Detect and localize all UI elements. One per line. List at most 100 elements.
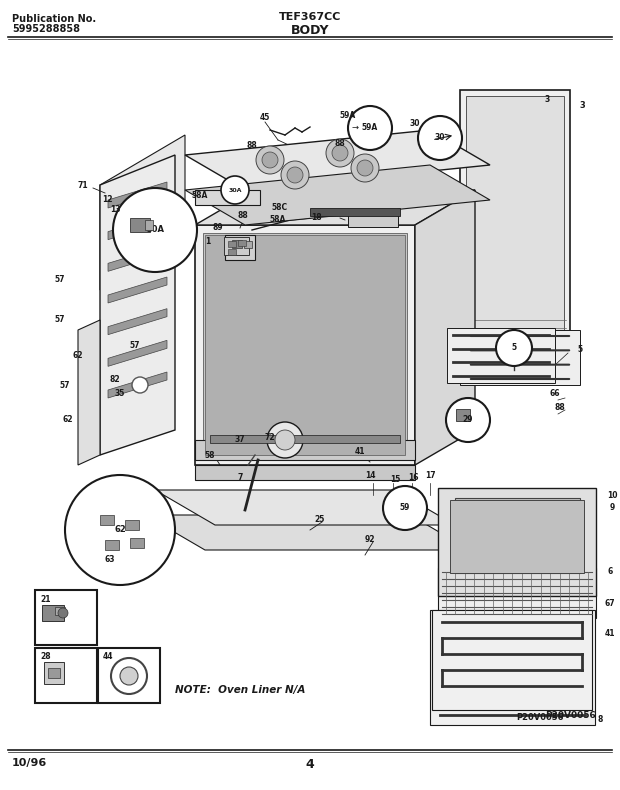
Polygon shape — [108, 372, 167, 398]
Text: 71: 71 — [78, 180, 88, 190]
FancyBboxPatch shape — [506, 342, 522, 354]
Polygon shape — [100, 135, 185, 290]
Text: 12: 12 — [102, 195, 112, 205]
Polygon shape — [145, 515, 470, 550]
FancyBboxPatch shape — [42, 605, 64, 621]
FancyBboxPatch shape — [455, 498, 580, 573]
Text: 62: 62 — [114, 525, 126, 535]
Circle shape — [496, 330, 532, 366]
FancyBboxPatch shape — [125, 520, 139, 530]
Text: 8: 8 — [597, 716, 603, 724]
FancyBboxPatch shape — [35, 590, 97, 645]
FancyBboxPatch shape — [460, 90, 570, 360]
Polygon shape — [108, 246, 167, 271]
FancyBboxPatch shape — [244, 241, 252, 248]
FancyBboxPatch shape — [466, 96, 564, 354]
Text: BODY: BODY — [291, 24, 329, 37]
Circle shape — [498, 332, 530, 364]
Text: 30A: 30A — [228, 187, 242, 193]
Polygon shape — [108, 182, 167, 208]
Circle shape — [120, 667, 138, 685]
Circle shape — [275, 430, 295, 450]
Text: 88: 88 — [247, 141, 257, 149]
FancyBboxPatch shape — [100, 515, 114, 525]
Text: 44: 44 — [103, 652, 113, 661]
Text: 58: 58 — [205, 450, 215, 460]
FancyBboxPatch shape — [228, 241, 236, 247]
Text: 9: 9 — [609, 503, 614, 513]
Text: 62: 62 — [73, 351, 83, 359]
Text: 58A: 58A — [192, 191, 208, 201]
Polygon shape — [195, 440, 415, 460]
Circle shape — [287, 167, 303, 183]
FancyBboxPatch shape — [224, 237, 249, 255]
Text: 58C: 58C — [272, 204, 288, 213]
Text: NOTE:  Oven Liner N/A: NOTE: Oven Liner N/A — [175, 685, 306, 695]
Text: 37: 37 — [235, 435, 246, 445]
Circle shape — [351, 154, 379, 182]
FancyBboxPatch shape — [450, 500, 584, 573]
Polygon shape — [415, 190, 475, 465]
FancyBboxPatch shape — [105, 540, 119, 550]
Text: 3: 3 — [544, 96, 549, 104]
Text: 67: 67 — [604, 600, 615, 608]
Text: 3: 3 — [579, 100, 585, 110]
Circle shape — [65, 475, 175, 585]
Text: 18: 18 — [311, 213, 321, 223]
Text: 62: 62 — [63, 416, 73, 424]
FancyBboxPatch shape — [44, 662, 64, 684]
Circle shape — [58, 608, 68, 618]
Text: 28: 28 — [40, 652, 51, 661]
Circle shape — [383, 486, 427, 530]
FancyBboxPatch shape — [438, 568, 596, 618]
FancyBboxPatch shape — [225, 235, 255, 260]
Circle shape — [418, 116, 462, 160]
Text: Publication No.: Publication No. — [12, 14, 96, 24]
Polygon shape — [108, 213, 167, 239]
FancyBboxPatch shape — [203, 233, 407, 457]
Text: 59A: 59A — [340, 111, 356, 119]
Text: 5: 5 — [577, 345, 583, 355]
Circle shape — [332, 145, 348, 161]
Text: 92: 92 — [365, 536, 375, 544]
Text: 66: 66 — [550, 389, 560, 397]
Polygon shape — [185, 165, 490, 225]
Text: 14: 14 — [365, 472, 375, 480]
Text: 88: 88 — [335, 138, 345, 148]
Text: 1: 1 — [205, 236, 211, 246]
Text: 17: 17 — [425, 471, 435, 480]
Polygon shape — [108, 277, 167, 303]
Text: 30A: 30A — [146, 225, 164, 235]
Polygon shape — [195, 190, 475, 225]
FancyBboxPatch shape — [228, 249, 236, 255]
Text: 16: 16 — [408, 472, 419, 481]
FancyBboxPatch shape — [48, 668, 60, 678]
Text: 13: 13 — [110, 205, 120, 215]
Circle shape — [281, 161, 309, 189]
FancyBboxPatch shape — [456, 409, 470, 421]
Text: →: → — [352, 122, 358, 131]
Text: 10: 10 — [607, 491, 618, 499]
Circle shape — [262, 152, 278, 168]
FancyBboxPatch shape — [195, 190, 260, 205]
Text: 59: 59 — [400, 503, 410, 513]
Text: 88: 88 — [555, 402, 565, 412]
Text: 10/96: 10/96 — [12, 758, 47, 768]
Polygon shape — [195, 465, 415, 480]
Text: 35: 35 — [115, 389, 125, 397]
FancyBboxPatch shape — [447, 328, 555, 383]
Text: 57: 57 — [130, 340, 140, 349]
Text: 4: 4 — [306, 758, 314, 771]
FancyBboxPatch shape — [210, 435, 400, 443]
FancyBboxPatch shape — [348, 215, 398, 227]
Text: 29: 29 — [463, 416, 473, 424]
FancyBboxPatch shape — [432, 610, 592, 710]
FancyBboxPatch shape — [145, 220, 153, 230]
FancyBboxPatch shape — [35, 648, 97, 703]
Polygon shape — [185, 130, 490, 190]
Text: P20V0056: P20V0056 — [545, 710, 596, 720]
Text: 15: 15 — [390, 476, 400, 484]
FancyBboxPatch shape — [130, 218, 150, 232]
FancyBboxPatch shape — [130, 538, 144, 548]
FancyBboxPatch shape — [460, 330, 580, 385]
